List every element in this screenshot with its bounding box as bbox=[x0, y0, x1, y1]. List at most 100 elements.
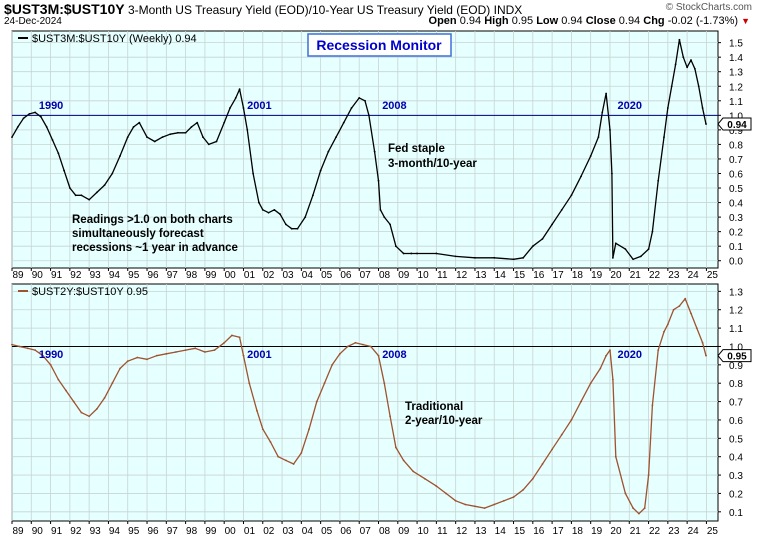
top-x-tick-label: 11 bbox=[437, 270, 448, 281]
top-data-point bbox=[342, 121, 345, 124]
bottom-x-tick-label: 96 bbox=[147, 526, 159, 537]
bottom-data-point bbox=[624, 492, 627, 495]
top-data-point bbox=[111, 172, 114, 175]
chart-symbol-line: $UST3M:$UST10Y 3-Month US Treasury Yield… bbox=[4, 1, 522, 17]
top-x-tick-label: 09 bbox=[398, 270, 410, 281]
bottom-data-point bbox=[242, 354, 245, 357]
chart-title: Recession Monitor bbox=[316, 37, 442, 53]
bottom-data-point bbox=[111, 382, 114, 385]
top-data-point bbox=[153, 140, 156, 143]
bottom-year-label-1990: 1990 bbox=[39, 349, 63, 361]
bottom-data-point bbox=[657, 349, 660, 352]
bottom-last-value-box bbox=[717, 349, 752, 363]
bottom-y-tick-label: 0.7 bbox=[729, 398, 743, 409]
top-year-label-1990: 1990 bbox=[39, 100, 63, 112]
top-x-tick-label: 15 bbox=[514, 270, 526, 281]
watermark: © StockCharts.com bbox=[665, 2, 752, 13]
top-y-tick-label: 0.2 bbox=[729, 228, 743, 239]
bottom-y-tick-label: 0.5 bbox=[729, 434, 743, 445]
top-y-tick-label: 1.0 bbox=[729, 111, 743, 122]
top-data-point bbox=[74, 194, 77, 197]
top-y-tick-label: 0.4 bbox=[729, 199, 743, 210]
bottom-year-label-2008: 2008 bbox=[382, 349, 406, 361]
top-data-point bbox=[367, 114, 370, 117]
top-data-point bbox=[258, 201, 260, 204]
bottom-data-point bbox=[483, 507, 486, 510]
top-y-tick-label: 0.0 bbox=[729, 257, 743, 268]
top-data-point bbox=[682, 56, 685, 59]
top-data-point bbox=[364, 99, 366, 102]
bottom-data-point bbox=[65, 389, 67, 392]
bottom-data-point bbox=[269, 441, 272, 443]
top-year-label-2001: 2001 bbox=[247, 100, 271, 112]
top-data-point bbox=[697, 85, 700, 88]
top-x-tick-label: 08 bbox=[379, 270, 391, 281]
top-data-point bbox=[705, 123, 707, 125]
top-data-point bbox=[512, 258, 515, 261]
bottom-y-tick-label: 0.8 bbox=[729, 379, 743, 390]
top-data-point bbox=[589, 155, 592, 157]
bottom-data-point bbox=[672, 308, 675, 311]
bottom-data-point bbox=[146, 358, 148, 361]
bottom-data-point bbox=[26, 347, 29, 350]
bottom-data-point bbox=[238, 336, 241, 339]
top-data-point bbox=[541, 238, 544, 240]
bottom-x-tick-label: 16 bbox=[533, 526, 545, 537]
top-data-point bbox=[45, 126, 48, 128]
bottom-data-point bbox=[136, 356, 139, 359]
bottom-data-point bbox=[647, 474, 650, 476]
bottom-last-value: 0.95 bbox=[727, 352, 747, 363]
bottom-data-point bbox=[412, 470, 415, 473]
bottom-data-point bbox=[643, 507, 646, 510]
bottom-x-tick-label: 22 bbox=[649, 526, 661, 537]
bottom-x-tick-label: 00 bbox=[225, 526, 237, 537]
top-data-point bbox=[327, 150, 330, 153]
bottom-data-point bbox=[423, 477, 426, 480]
top-last-value-box bbox=[717, 117, 752, 131]
top-data-point bbox=[531, 245, 534, 248]
top-legend-label: $UST3M:$UST10Y (Weekly) 0.94 bbox=[32, 33, 197, 45]
bottom-x-tick-label: 17 bbox=[553, 526, 565, 537]
bottom-y-tick-label: 1.2 bbox=[729, 306, 743, 317]
top-data-point bbox=[632, 258, 635, 261]
bottom-data-point bbox=[155, 354, 158, 357]
top-x-tick-label: 98 bbox=[186, 270, 198, 281]
bottom-x-tick-label: 15 bbox=[514, 526, 526, 537]
bottom-data-point bbox=[362, 343, 364, 346]
bottom-data-point bbox=[445, 492, 447, 495]
bottom-data-point bbox=[256, 409, 258, 412]
top-data-point bbox=[454, 255, 457, 258]
top-data-point bbox=[304, 216, 307, 219]
bottom-data-point bbox=[705, 354, 707, 357]
top-data-point bbox=[223, 121, 226, 124]
quote-date: 24-Dec-2024 bbox=[4, 16, 62, 27]
top-data-point bbox=[242, 107, 245, 109]
top-data-point bbox=[690, 59, 692, 61]
bottom-data-point bbox=[175, 351, 177, 353]
quote-summary: Open 0.94 High 0.95 Low 0.94 Close 0.94 … bbox=[429, 15, 750, 27]
top-x-tick-label: 18 bbox=[572, 270, 584, 281]
top-x-tick-label: 22 bbox=[649, 270, 661, 281]
top-data-point bbox=[663, 136, 665, 139]
top-data-point bbox=[68, 187, 71, 189]
top-plot-area bbox=[11, 30, 719, 269]
bottom-x-tick-label: 95 bbox=[128, 526, 140, 537]
bottom-data-point bbox=[18, 345, 21, 348]
bottom-data-point bbox=[389, 415, 391, 418]
bottom-x-tick-label: 14 bbox=[495, 526, 507, 537]
top-data-point bbox=[474, 256, 476, 259]
chg-label: Chg bbox=[643, 15, 665, 27]
bottom-x-tick-label: 25 bbox=[707, 526, 719, 537]
bottom-x-tick-label: 99 bbox=[205, 526, 217, 537]
bottom-x-tick-label: 24 bbox=[688, 526, 700, 537]
bottom-legend-label: $UST2Y:$UST10Y 0.95 bbox=[32, 286, 148, 298]
bottom-y-tick-label: 0.4 bbox=[729, 453, 743, 464]
top-y-tick-label: 0.6 bbox=[729, 169, 743, 180]
top-data-point bbox=[560, 208, 563, 211]
top-data-point bbox=[493, 256, 496, 259]
bottom-x-tick-label: 08 bbox=[379, 526, 391, 537]
bottom-data-point bbox=[474, 505, 476, 508]
open-label: Open bbox=[428, 15, 457, 27]
bottom-data-point bbox=[331, 363, 334, 366]
bottom-y-tick-label: 0.3 bbox=[729, 471, 743, 482]
